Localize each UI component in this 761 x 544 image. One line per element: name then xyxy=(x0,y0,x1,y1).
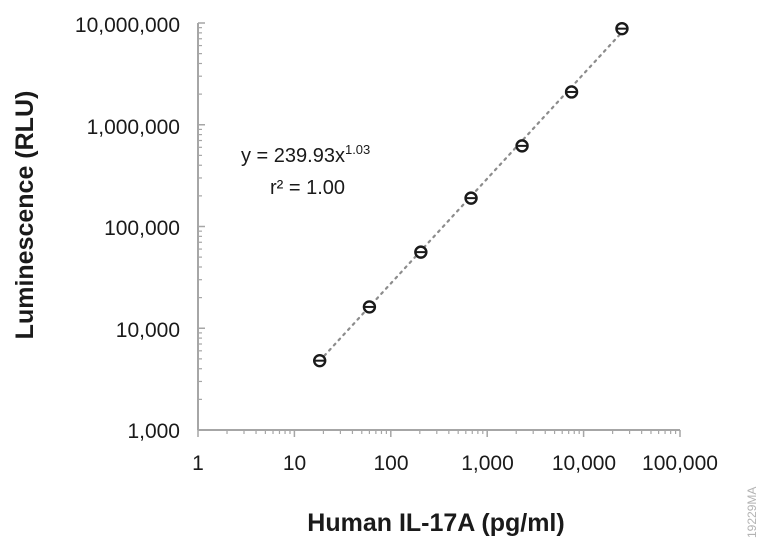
x-tick-labels: 1 10 100 1,000 10,000 100,000 xyxy=(192,452,718,475)
y-axis-title: Luminescence (RLU) xyxy=(11,91,39,340)
data-point xyxy=(414,245,428,259)
y-tick-label-4: 10,000,000 xyxy=(75,14,180,37)
x-tick-label-2: 100 xyxy=(373,452,408,475)
x-tick-label-1: 10 xyxy=(283,452,306,475)
y-tick-labels: 1,000 10,000 100,000 1,000,000 10,000,00… xyxy=(75,14,180,443)
y-tick-label-0: 1,000 xyxy=(127,420,180,443)
data-point xyxy=(464,191,478,205)
y-tick-label-2: 100,000 xyxy=(104,217,180,240)
y-tick-label-3: 1,000,000 xyxy=(87,116,180,139)
data-point xyxy=(515,139,529,153)
y-tick-label-1: 10,000 xyxy=(116,319,180,342)
data-point xyxy=(313,353,327,368)
r-squared-text: r² = 1.00 xyxy=(270,177,345,199)
data-points xyxy=(313,21,629,368)
equation-main: y = 239.93x xyxy=(241,145,345,167)
equation-text: y = 239.93x1.03 xyxy=(241,142,370,167)
data-point xyxy=(362,300,377,314)
equation-exponent: 1.03 xyxy=(345,142,370,157)
x-tick-label-4: 10,000 xyxy=(552,452,616,475)
x-axis-title: Human IL-17A (pg/ml) xyxy=(307,509,564,537)
x-tick-label-5: 100,000 xyxy=(642,452,718,475)
data-point xyxy=(615,21,629,36)
x-tick-label-3: 1,000 xyxy=(461,452,514,475)
figure-id-watermark: 19229MA xyxy=(745,487,759,538)
axes xyxy=(197,23,680,431)
ticks xyxy=(197,22,681,437)
equation-annotation: y = 239.93x1.03 r² = 1.00 xyxy=(241,142,370,199)
x-tick-label-0: 1 xyxy=(192,452,204,475)
data-point xyxy=(564,85,579,99)
